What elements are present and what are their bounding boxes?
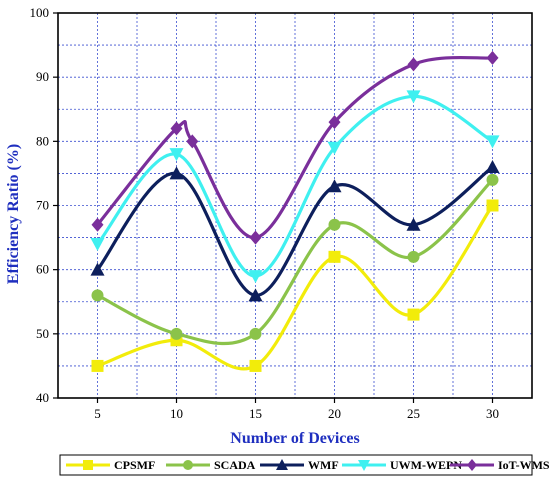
data-point xyxy=(406,217,421,231)
data-point xyxy=(249,327,262,340)
data-point xyxy=(328,218,341,231)
data-point xyxy=(186,134,199,149)
data-point xyxy=(90,238,105,251)
data-point xyxy=(170,121,183,136)
y-tick-label: 90 xyxy=(36,69,49,84)
data-point xyxy=(328,115,341,130)
data-point xyxy=(327,179,342,193)
data-point xyxy=(328,250,341,263)
y-tick-label: 60 xyxy=(36,262,49,277)
data-point xyxy=(486,173,499,186)
data-point xyxy=(407,308,420,321)
grid xyxy=(58,13,532,398)
x-axis-label: Number of Devices xyxy=(230,430,359,447)
series-uwm-wepn xyxy=(90,90,500,284)
data-point xyxy=(327,141,342,155)
legend-label: WMF xyxy=(308,458,339,472)
y-axis-label: Efficiency Ratio (%) xyxy=(5,144,22,284)
data-point xyxy=(486,199,499,212)
y-tick-label: 70 xyxy=(36,198,49,213)
y-tick-label: 80 xyxy=(36,133,49,148)
legend-marker xyxy=(83,460,93,470)
data-point xyxy=(485,160,500,173)
y-tick-label: 40 xyxy=(36,390,49,405)
series-scada xyxy=(91,173,499,346)
data-point xyxy=(407,57,420,72)
legend-item-wmf: WMF xyxy=(260,458,339,472)
data-point xyxy=(406,90,421,104)
legend-item-cpsmf: CPSMF xyxy=(66,458,155,472)
legend-marker xyxy=(467,459,477,471)
data-point xyxy=(248,288,263,302)
x-tick-label: 15 xyxy=(249,406,262,421)
data-point xyxy=(249,230,262,245)
tick-labels: 5 10 15 20 25 30 40 50 60 70 80 90 100 xyxy=(30,5,500,421)
legend-label: SCADA xyxy=(214,458,256,472)
data-point xyxy=(90,262,105,276)
y-tick-label: 50 xyxy=(36,326,49,341)
data-point xyxy=(170,327,183,340)
data-point xyxy=(91,359,104,372)
data-point xyxy=(407,250,420,263)
data-point xyxy=(169,148,184,162)
x-tick-label: 5 xyxy=(94,406,101,421)
legend-item-scada: SCADA xyxy=(166,458,256,472)
data-point xyxy=(249,359,262,372)
data-point xyxy=(486,50,499,65)
legend-item-uwm-wepn: UWM-WEPN xyxy=(342,458,462,472)
plot-frame xyxy=(53,12,533,403)
legend-item-iot-wms: IoT-WMS xyxy=(450,458,550,472)
legend-label: IoT-WMS xyxy=(498,458,550,472)
series-wmf xyxy=(90,160,500,302)
data-point xyxy=(248,270,263,284)
y-tick-label: 100 xyxy=(30,5,50,20)
x-tick-label: 25 xyxy=(407,406,420,421)
x-tick-label: 10 xyxy=(170,406,183,421)
legend-label: UWM-WEPN xyxy=(390,458,462,472)
legend-label: CPSMF xyxy=(114,458,155,472)
legend-marker xyxy=(276,459,288,470)
data-point xyxy=(91,289,104,302)
x-tick-label: 20 xyxy=(328,406,341,421)
data-point xyxy=(91,217,104,232)
data-point xyxy=(169,166,184,180)
series-layer xyxy=(90,50,500,372)
data-point xyxy=(485,135,500,149)
x-tick-label: 30 xyxy=(486,406,499,421)
legend-marker xyxy=(358,460,370,471)
legend: CPSMF SCADA WMF UWM-WEPN IoT-WMS xyxy=(59,454,550,476)
series-iot-wms xyxy=(91,50,499,245)
legend-marker xyxy=(183,460,193,470)
